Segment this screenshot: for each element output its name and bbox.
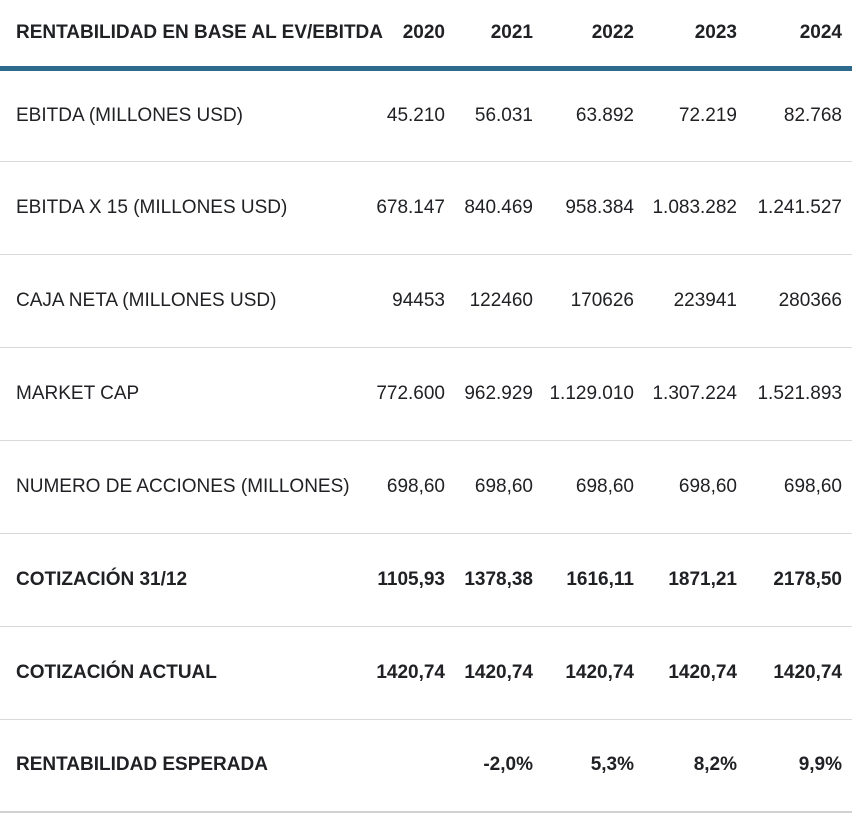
cell: 94453 <box>250 254 445 348</box>
row-label: EBITDA (MILLONES USD) <box>0 68 250 162</box>
cell: 962.929 <box>445 347 533 441</box>
year-header-2020: 2020 <box>250 0 445 71</box>
cell: 1.521.893 <box>737 347 852 441</box>
cell <box>250 719 445 813</box>
cell: 1.083.282 <box>634 161 737 255</box>
cell: 56.031 <box>445 68 533 162</box>
cell: 122460 <box>445 254 533 348</box>
cell: 1616,11 <box>533 533 634 627</box>
cell: 772.600 <box>250 347 445 441</box>
row-label: COTIZACIÓN 31/12 <box>0 533 250 627</box>
cell: 72.219 <box>634 68 737 162</box>
table-title: RENTABILIDAD EN BASE AL EV/EBITDA <box>0 0 383 71</box>
cell: 840.469 <box>445 161 533 255</box>
year-header-2022: 2022 <box>533 0 634 71</box>
cell: 1105,93 <box>250 533 445 627</box>
cell: 82.768 <box>737 68 852 162</box>
header-row: RENTABILIDAD EN BASE AL EV/EBITDA 2020 2… <box>0 0 852 71</box>
row-label: COTIZACIÓN ACTUAL <box>0 626 250 720</box>
table-row-numero-acciones: NUMERO DE ACCIONES (MILLONES) 698,60 698… <box>0 440 852 534</box>
cell: 5,3% <box>533 719 634 813</box>
cell: 1420,74 <box>634 626 737 720</box>
table-row-ebitda: EBITDA (MILLONES USD) 45.210 56.031 63.8… <box>0 68 852 162</box>
cell: 45.210 <box>250 68 445 162</box>
cell: 2178,50 <box>737 533 852 627</box>
row-label: MARKET CAP <box>0 347 250 441</box>
table-row-ebitda-x15: EBITDA X 15 (MILLONES USD) 678.147 840.4… <box>0 161 852 255</box>
table-row-cotizacion-actual: COTIZACIÓN ACTUAL 1420,74 1420,74 1420,7… <box>0 626 852 720</box>
cell: 1.241.527 <box>737 161 852 255</box>
cell: 63.892 <box>533 68 634 162</box>
year-header-2021: 2021 <box>445 0 533 71</box>
cell: 1871,21 <box>634 533 737 627</box>
cell: 9,9% <box>737 719 852 813</box>
cell: 1.129.010 <box>533 347 634 441</box>
row-label: CAJA NETA (MILLONES USD) <box>0 254 276 348</box>
cell: 958.384 <box>533 161 634 255</box>
year-header-2023: 2023 <box>634 0 737 71</box>
row-label: RENTABILIDAD ESPERADA <box>0 719 268 813</box>
cell: 678.147 <box>250 161 445 255</box>
cell: 1420,74 <box>737 626 852 720</box>
cell: 698,60 <box>634 440 737 534</box>
cell: 1420,74 <box>445 626 533 720</box>
cell: 1378,38 <box>445 533 533 627</box>
cell: -2,0% <box>445 719 533 813</box>
table-row-cotizacion-3112: COTIZACIÓN 31/12 1105,93 1378,38 1616,11… <box>0 533 852 627</box>
cell: 698,60 <box>250 440 445 534</box>
table-row-rentabilidad-esperada: RENTABILIDAD ESPERADA -2,0% 5,3% 8,2% 9,… <box>0 719 852 813</box>
cell: 170626 <box>533 254 634 348</box>
row-label: NUMERO DE ACCIONES (MILLONES) <box>0 440 350 534</box>
row-label: EBITDA X 15 (MILLONES USD) <box>0 161 287 255</box>
table-row-market-cap: MARKET CAP 772.600 962.929 1.129.010 1.3… <box>0 347 852 441</box>
cell: 8,2% <box>634 719 737 813</box>
cell: 1420,74 <box>533 626 634 720</box>
cell: 698,60 <box>533 440 634 534</box>
cell: 698,60 <box>737 440 852 534</box>
year-header-2024: 2024 <box>737 0 852 71</box>
cell: 223941 <box>634 254 737 348</box>
cell: 1.307.224 <box>634 347 737 441</box>
cell: 698,60 <box>445 440 533 534</box>
cell: 1420,74 <box>250 626 445 720</box>
table-row-caja-neta: CAJA NETA (MILLONES USD) 94453 122460 17… <box>0 254 852 348</box>
cell: 280366 <box>737 254 852 348</box>
